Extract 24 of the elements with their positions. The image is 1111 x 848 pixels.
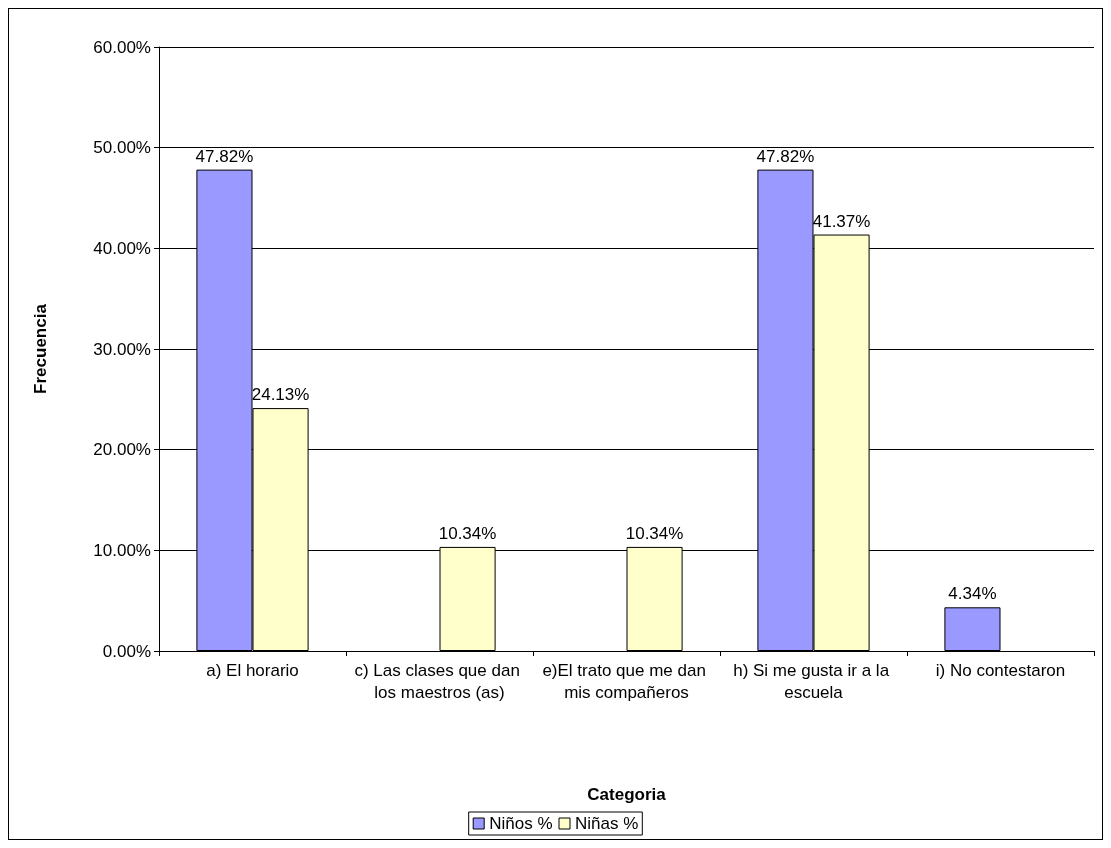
x-tick-label: h) Si me gusta ir a la escuela [733, 660, 894, 702]
x-tick-label: c) Las clases que dan los maestros (as) [354, 660, 525, 702]
x-tick-label: e)El trato que me dan mis compañeros [542, 660, 711, 702]
data-label: 4.34% [948, 584, 997, 604]
data-label: 10.34% [625, 523, 684, 543]
data-label: 47.82% [756, 146, 815, 166]
x-tick-label: a) El horario [206, 660, 299, 680]
x-tick-label: i) No contestaron [935, 660, 1066, 680]
y-tick-label: 40.00% [93, 238, 151, 258]
y-tick-label: 10.00% [93, 540, 151, 560]
data-label: 41.37% [812, 211, 871, 231]
legend-label: Niñas % [575, 814, 639, 833]
y-tick-label: 0.00% [102, 641, 151, 661]
data-label: 24.13% [251, 385, 310, 405]
y-tick-label: 30.00% [93, 339, 151, 359]
data-label: 47.82% [195, 146, 254, 166]
y-tick-label: 60.00% [93, 37, 151, 57]
y-axis-title: Frecuencia [31, 303, 50, 394]
legend-label: Niños % [489, 814, 553, 833]
x-axis-title: Categoria [587, 785, 667, 804]
y-tick-label: 50.00% [93, 138, 151, 158]
data-label: 10.34% [438, 523, 497, 543]
y-tick-label: 20.00% [93, 440, 151, 460]
bar [944, 607, 1001, 651]
